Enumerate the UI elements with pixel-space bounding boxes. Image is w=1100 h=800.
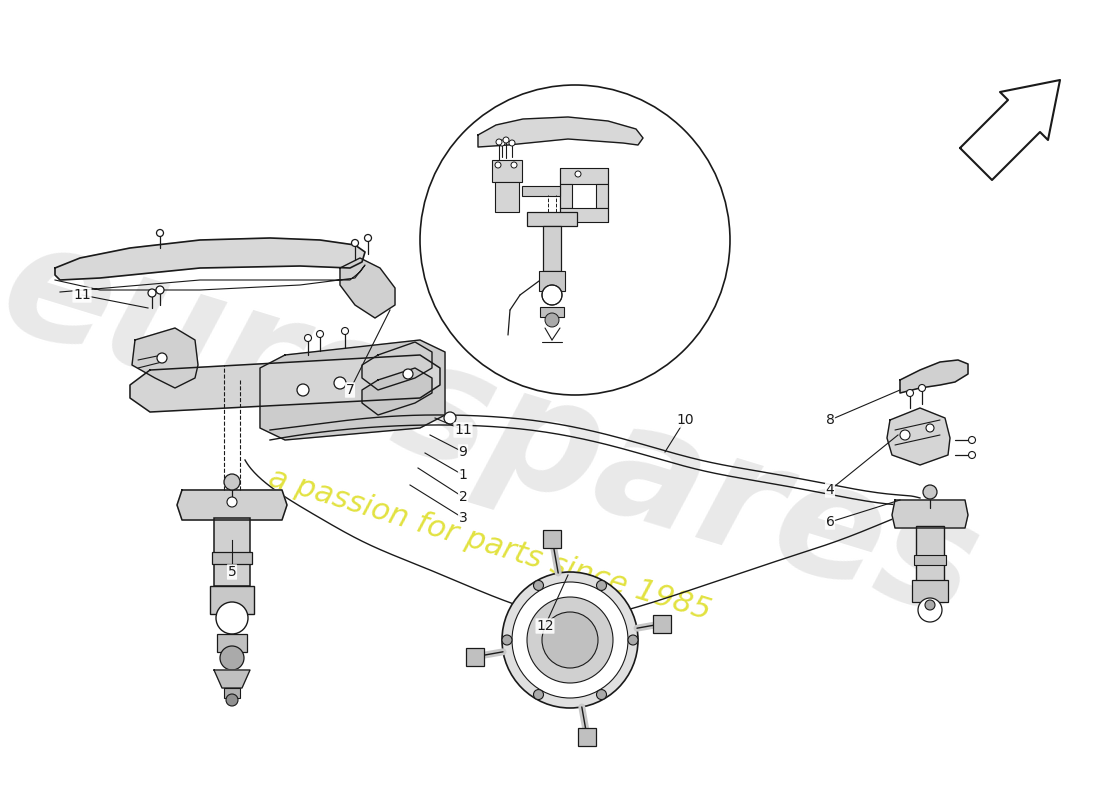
- Circle shape: [364, 234, 372, 242]
- Circle shape: [512, 162, 517, 168]
- Polygon shape: [340, 258, 395, 318]
- Circle shape: [148, 289, 156, 297]
- Circle shape: [925, 600, 935, 610]
- Circle shape: [499, 140, 505, 146]
- Text: eurospares: eurospares: [0, 208, 996, 652]
- Polygon shape: [130, 355, 440, 412]
- Polygon shape: [887, 408, 950, 465]
- Polygon shape: [960, 80, 1060, 180]
- Bar: [214, 518, 250, 586]
- Bar: [578, 727, 596, 746]
- Bar: [540, 307, 564, 317]
- Circle shape: [502, 635, 512, 645]
- Bar: [560, 168, 608, 184]
- Text: 2: 2: [459, 490, 468, 504]
- Circle shape: [157, 353, 167, 363]
- Circle shape: [156, 286, 164, 294]
- Circle shape: [297, 384, 309, 396]
- Text: 9: 9: [459, 445, 468, 459]
- Bar: [560, 208, 608, 222]
- Circle shape: [227, 497, 236, 507]
- Polygon shape: [177, 490, 287, 520]
- Bar: [652, 615, 671, 633]
- Circle shape: [527, 597, 613, 683]
- Circle shape: [226, 694, 238, 706]
- Text: 11: 11: [73, 288, 91, 302]
- Circle shape: [900, 430, 910, 440]
- Polygon shape: [362, 342, 432, 390]
- Circle shape: [220, 646, 244, 670]
- Bar: [224, 688, 240, 698]
- Polygon shape: [478, 117, 644, 147]
- Bar: [539, 271, 565, 291]
- Circle shape: [156, 230, 164, 237]
- Text: 10: 10: [676, 413, 694, 427]
- Text: 11: 11: [454, 423, 472, 437]
- Circle shape: [509, 140, 515, 146]
- Circle shape: [224, 474, 240, 490]
- Bar: [596, 184, 608, 208]
- Circle shape: [628, 635, 638, 645]
- Circle shape: [906, 390, 913, 397]
- Bar: [543, 226, 561, 271]
- Text: 7: 7: [345, 383, 354, 397]
- Bar: [522, 186, 560, 196]
- Bar: [912, 580, 948, 602]
- Circle shape: [420, 85, 730, 395]
- Polygon shape: [900, 360, 968, 393]
- Circle shape: [542, 285, 562, 305]
- Text: 6: 6: [826, 515, 835, 529]
- Text: 3: 3: [459, 511, 468, 525]
- Text: a passion for parts since 1985: a passion for parts since 1985: [265, 464, 715, 626]
- Circle shape: [317, 330, 323, 338]
- Circle shape: [216, 602, 248, 634]
- Polygon shape: [132, 328, 198, 388]
- Bar: [210, 586, 254, 614]
- Bar: [466, 648, 484, 666]
- Circle shape: [503, 137, 509, 143]
- Circle shape: [575, 171, 581, 177]
- Text: 5: 5: [228, 565, 236, 579]
- Text: 8: 8: [826, 413, 835, 427]
- Bar: [492, 160, 522, 182]
- Circle shape: [542, 612, 598, 668]
- Bar: [916, 526, 944, 581]
- Polygon shape: [892, 500, 968, 528]
- Circle shape: [968, 451, 976, 458]
- Circle shape: [918, 385, 925, 391]
- Circle shape: [534, 581, 543, 590]
- Polygon shape: [362, 368, 432, 415]
- Circle shape: [968, 437, 976, 443]
- Bar: [212, 552, 252, 564]
- Circle shape: [341, 327, 349, 334]
- Bar: [543, 530, 561, 547]
- Circle shape: [352, 239, 359, 246]
- Text: 4: 4: [826, 483, 835, 497]
- Polygon shape: [260, 340, 446, 440]
- Text: 12: 12: [536, 619, 553, 633]
- Circle shape: [495, 162, 500, 168]
- Circle shape: [512, 582, 628, 698]
- Circle shape: [334, 377, 346, 389]
- Circle shape: [444, 412, 456, 424]
- Circle shape: [496, 139, 502, 145]
- Polygon shape: [55, 238, 365, 280]
- Text: 1: 1: [459, 468, 468, 482]
- Circle shape: [918, 598, 942, 622]
- Bar: [560, 184, 572, 208]
- Circle shape: [403, 369, 412, 379]
- Bar: [914, 555, 946, 565]
- Circle shape: [926, 424, 934, 432]
- Bar: [217, 634, 248, 652]
- Circle shape: [923, 485, 937, 499]
- Circle shape: [596, 690, 606, 699]
- Circle shape: [502, 572, 638, 708]
- Polygon shape: [214, 670, 250, 688]
- Circle shape: [544, 313, 559, 327]
- Circle shape: [305, 334, 311, 342]
- Circle shape: [596, 581, 606, 590]
- Bar: [527, 212, 578, 226]
- Bar: [495, 182, 519, 212]
- Circle shape: [534, 690, 543, 699]
